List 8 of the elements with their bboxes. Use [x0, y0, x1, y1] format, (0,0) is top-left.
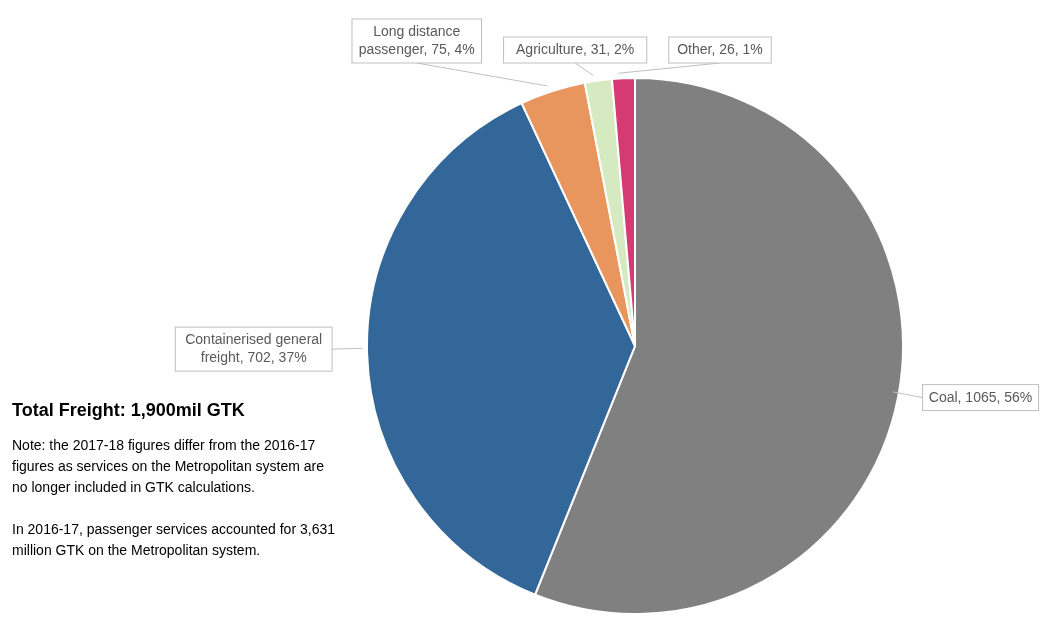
- text: Total Freight: 1,900mil GTK: [12, 400, 246, 421]
- slice-label: Other, 26, 1%: [677, 41, 763, 57]
- text: In 2016-17, passenger services accounted for 3,631 million GTK on the Metropolitan system.: [12, 520, 336, 560]
- slice-label: Agriculture, 31, 2%: [516, 41, 635, 57]
- text: Note: the 2017-18 figures differ from the 2016-17 figures as services on the Metropolitan system are no longer included in GTK calculations.: [12, 436, 326, 497]
- slice-label: Containerised general freight, 702, 37%: [185, 331, 323, 366]
- slice-label: Long distance passenger, 75, 4%: [358, 23, 475, 57]
- slice-label: Coal, 1065, 56%: [928, 388, 1033, 405]
